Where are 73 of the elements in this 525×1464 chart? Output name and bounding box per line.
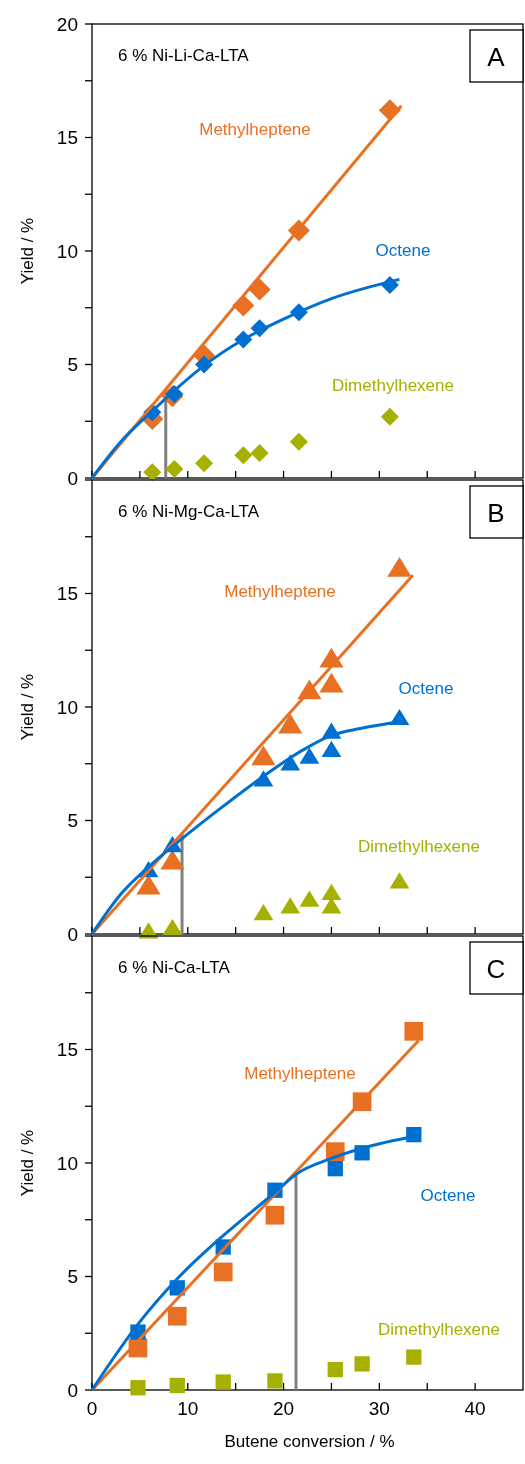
text: Methylheptene: [199, 120, 311, 139]
series-label: Dimethylhexene: [332, 376, 454, 395]
y-tick-label: 0: [67, 1379, 78, 1401]
point: [160, 849, 185, 870]
point: [169, 1377, 185, 1394]
point: [215, 1374, 231, 1390]
point: [299, 890, 320, 907]
point: [278, 713, 303, 734]
point: [404, 1021, 424, 1041]
y-tick-label: 15: [56, 1039, 78, 1061]
y-tick-label: 5: [67, 1266, 78, 1288]
x-tick-label: 10: [177, 1398, 199, 1419]
text: Octene: [420, 1186, 476, 1205]
point: [321, 740, 342, 757]
y-tick-label: 10: [56, 1152, 78, 1174]
point: [136, 874, 161, 895]
point: [250, 444, 269, 463]
y-tick-label: 0: [67, 467, 78, 489]
y-tick-label: 5: [67, 810, 78, 832]
point: [162, 918, 183, 936]
point: [327, 1361, 343, 1378]
y-tick-label: 15: [56, 127, 78, 149]
y-tick-label: 10: [56, 696, 78, 718]
annotation: A: [487, 42, 506, 72]
point: [289, 432, 308, 451]
y-axis-title: Yield / %: [18, 217, 37, 285]
y-axis-title: Yield / %: [18, 673, 37, 741]
point: [327, 1161, 343, 1177]
point: [321, 883, 342, 900]
y-tick-label: 15: [56, 583, 78, 605]
x-axis-title: Butene conversion / %: [224, 1432, 395, 1451]
point: [280, 754, 301, 771]
point: [319, 672, 344, 693]
point: [130, 1380, 146, 1396]
point: [387, 556, 412, 577]
annotation: C: [486, 954, 506, 984]
point: [380, 407, 399, 426]
point: [406, 1349, 422, 1365]
point: [299, 747, 320, 764]
x-tick-label: 0: [86, 1398, 98, 1419]
point: [195, 454, 214, 473]
point: [167, 1306, 187, 1326]
series-label: Methylheptene: [244, 1064, 356, 1083]
series-label: Dimethylhexene: [358, 837, 480, 856]
point: [251, 745, 276, 766]
point: [165, 459, 184, 478]
point: [280, 897, 301, 914]
series-label: Octene: [398, 679, 454, 698]
y-tick-label: 20: [56, 13, 78, 35]
point: [265, 1205, 285, 1225]
text: 6 % Ni-Mg-Ca-LTA: [118, 502, 260, 521]
text: 6 % Ni-Li-Ca-LTA: [118, 46, 250, 65]
point: [389, 872, 410, 889]
y-tick-label: 5: [67, 354, 78, 376]
x-tick-label: 30: [368, 1398, 390, 1419]
x-tick-label: 20: [272, 1398, 295, 1419]
point: [253, 904, 274, 921]
series-label: Dimethylhexene: [378, 1320, 500, 1339]
point: [267, 1373, 283, 1389]
point: [248, 278, 271, 301]
y-tick-label: 10: [56, 240, 78, 262]
point: [143, 463, 162, 482]
series-label: Octene: [375, 241, 431, 260]
y-tick-label: 0: [67, 923, 78, 945]
point: [321, 897, 342, 914]
y-axis-title: Yield / %: [18, 1129, 37, 1197]
point: [234, 446, 253, 465]
text: 6 % Ni-Ca-LTA: [118, 958, 231, 977]
annotation: B: [487, 498, 505, 528]
point: [213, 1262, 233, 1282]
point: [354, 1356, 370, 1372]
text: Methylheptene: [224, 582, 336, 601]
x-tick-label: 40: [464, 1398, 486, 1419]
